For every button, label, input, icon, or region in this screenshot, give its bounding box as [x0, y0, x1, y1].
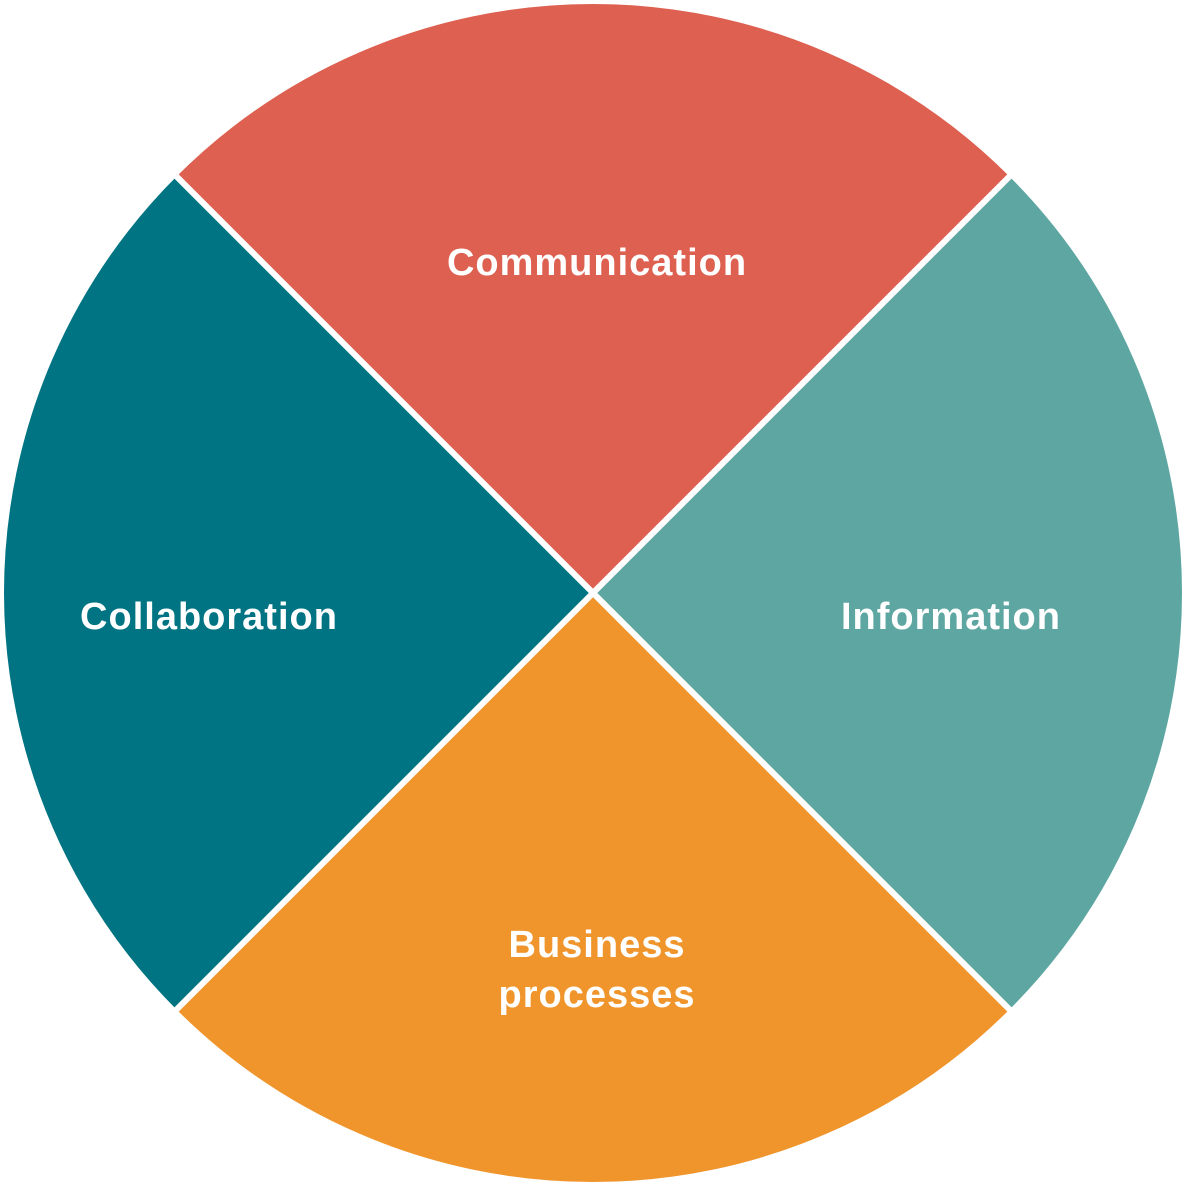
- segment-business-processes: [170, 588, 1016, 1186]
- label-business-processes-line-1: Business: [509, 924, 686, 966]
- segment-information: [588, 170, 1185, 1016]
- label-information: Information: [841, 596, 1061, 638]
- label-collaboration: Collaboration: [80, 596, 338, 638]
- label-communication: Communication: [447, 242, 747, 284]
- labels-layer: Communication Information Business processe…: [80, 242, 1061, 1016]
- segment-collaboration: [0, 170, 598, 1016]
- label-business-processes-line-2: processes: [498, 974, 695, 1016]
- segment-communication: [170, 0, 1016, 598]
